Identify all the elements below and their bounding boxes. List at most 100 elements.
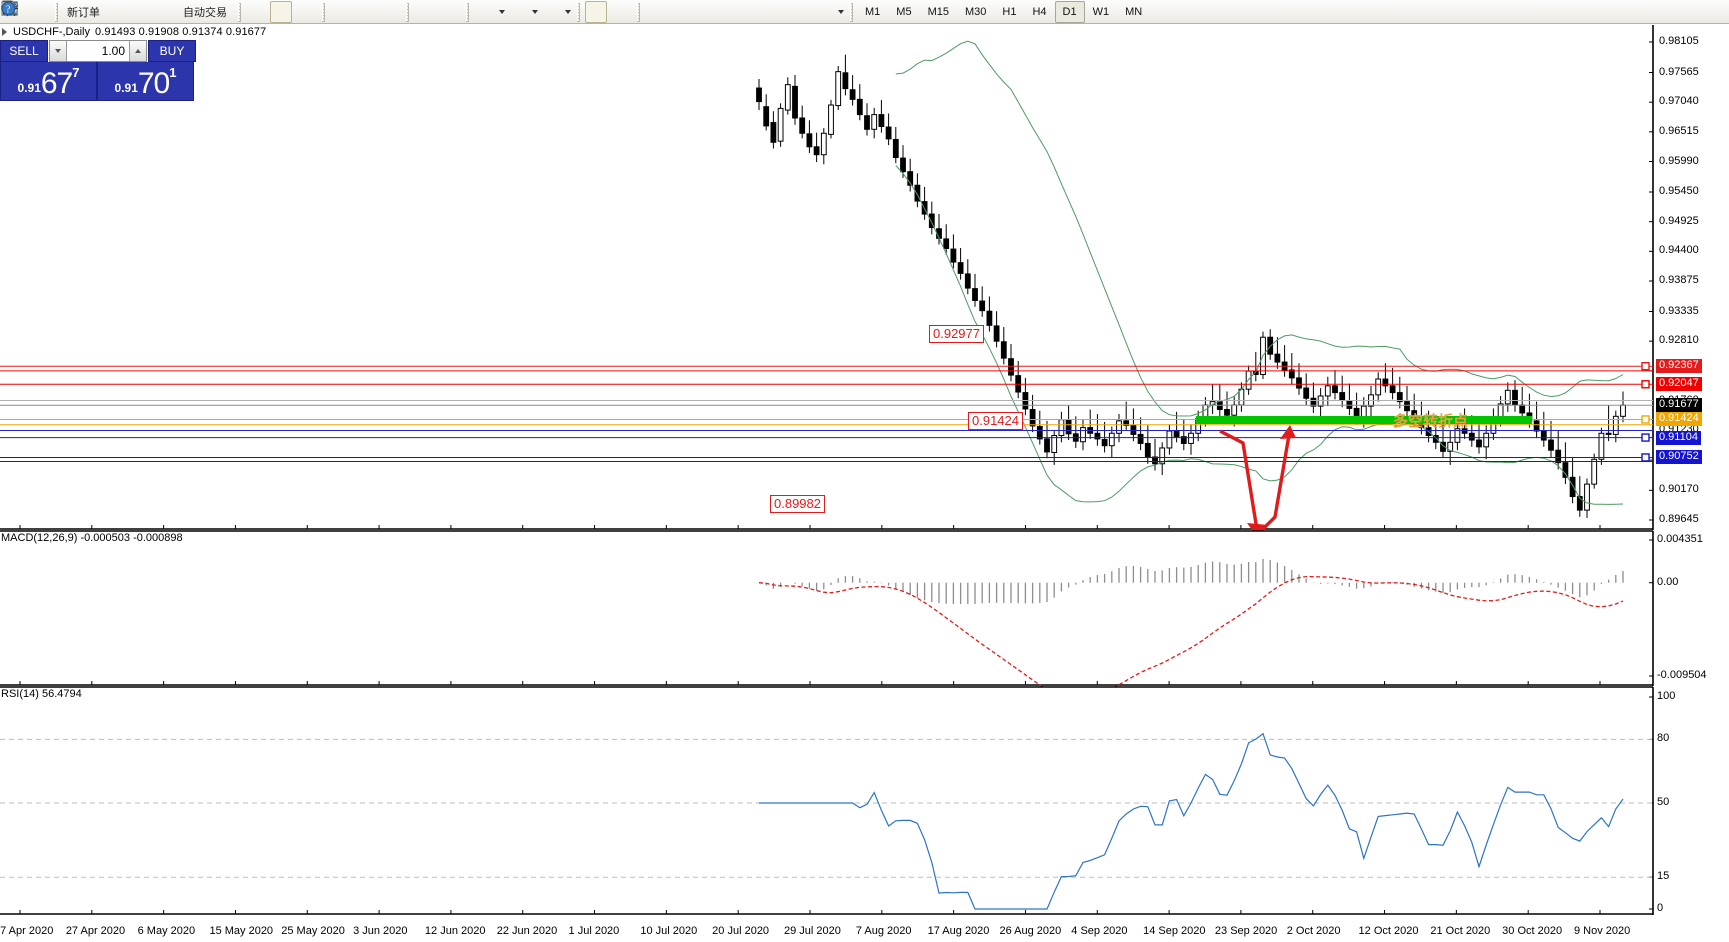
- chevron-down-icon[interactable]: [563, 1, 572, 23]
- trendline-icon[interactable]: [2, 1, 715, 23]
- one-click-top-row: SELL 1.00 BUY: [0, 40, 196, 62]
- price-axis-label: 0.94400: [1659, 244, 1699, 257]
- price-axis-label: 0.92810: [1659, 334, 1699, 347]
- sell-price-display[interactable]: 0.91 67 7: [0, 62, 97, 101]
- annotation-low-label[interactable]: 0.89982: [770, 495, 825, 513]
- new-order-button[interactable]: 新订单: [2, 0, 105, 23]
- date-axis-label: 4 Sep 2020: [1071, 925, 1128, 937]
- timeframe-m30[interactable]: M30: [964, 5, 987, 18]
- buy-button[interactable]: BUY: [148, 40, 196, 62]
- date-axis-label: 23 Sep 2020: [1214, 925, 1278, 937]
- date-axis-label: 26 Aug 2020: [999, 925, 1062, 937]
- volume-dropdown-icon[interactable]: [50, 41, 67, 61]
- price-axis-label: 0.97565: [1659, 65, 1699, 78]
- vertical-line-icon[interactable]: [6, 1, 667, 23]
- toolbar-separator: [847, 0, 855, 23]
- timeframe-h1[interactable]: H1: [1002, 5, 1017, 18]
- timeframe-d1[interactable]: D1: [1054, 0, 1085, 23]
- expert-advisors-icon[interactable]: [1, 1, 129, 23]
- price-axis-label: 0.95450: [1659, 185, 1699, 197]
- volume-stepper[interactable]: 1.00: [49, 40, 147, 62]
- rsi-pane[interactable]: [0, 686, 1729, 915]
- search-icon[interactable]: [2, 1, 1700, 23]
- rsi-indicator-label: RSI(14) 56.4794: [1, 688, 82, 700]
- autotrading-button[interactable]: 自动交易: [1, 1, 232, 23]
- indicators-icon[interactable]: [1, 1, 562, 23]
- terminal-icon[interactable]: [1, 1, 153, 23]
- help-icon[interactable]: ?: [1, 1, 1724, 23]
- date-axis-label: 20 Jul 2020: [712, 925, 770, 937]
- timeframe-m1[interactable]: M1: [865, 5, 881, 18]
- price-axis-label: 0.90170: [1659, 483, 1699, 496]
- fibonacci-retracement-icon[interactable]: F: [3, 1, 763, 23]
- price-axis-label: 0.93875: [1659, 274, 1699, 286]
- volume-increase-icon[interactable]: [129, 41, 146, 61]
- tile-windows-icon[interactable]: [1, 1, 400, 23]
- data-window-icon[interactable]: [1, 1, 49, 23]
- buy-price-display[interactable]: 0.91 70 1: [97, 62, 194, 101]
- chevron-down-icon[interactable]: [497, 1, 506, 23]
- date-axis-label: 30 Oct 2020: [1502, 925, 1563, 937]
- timeframe-w1[interactable]: W1: [1092, 5, 1110, 18]
- price-level-tag[interactable]: 0.92047: [1656, 377, 1702, 392]
- annotation-mid-label[interactable]: 0.91424: [968, 412, 1023, 430]
- shapes-icon[interactable]: [2, 1, 835, 23]
- symbol-header: USDCHF-,Daily 0.91493 0.91908 0.91374 0.…: [0, 25, 266, 38]
- rsi-axis-label: 100: [1657, 690, 1676, 702]
- macd-canvas[interactable]: [0, 530, 1729, 699]
- turning-point-annotation[interactable]: 多空转折点: [1393, 412, 1469, 431]
- price-chart-pane[interactable]: [0, 25, 1729, 537]
- bar-chart-icon[interactable]: [1, 1, 268, 23]
- text-icon[interactable]: A: [3, 1, 787, 23]
- symbol-period-label: USDCHF-,Daily: [13, 25, 90, 38]
- svg-text:F: F: [13, 12, 17, 18]
- sell-button[interactable]: SELL: [0, 40, 48, 62]
- text-label-icon[interactable]: T: [2, 1, 811, 23]
- date-axis-label: 1 Jul 2020: [568, 925, 620, 937]
- timeframe-m5[interactable]: M5: [896, 5, 912, 18]
- collapse-triangle-icon[interactable]: [2, 27, 7, 36]
- crosshair-icon[interactable]: [2, 1, 631, 23]
- chevron-down-icon[interactable]: [836, 1, 845, 23]
- rsi-axis-label: 0: [1657, 902, 1664, 914]
- zoom-out-icon[interactable]: [2, 1, 376, 23]
- auto-scroll-icon[interactable]: [1, 1, 436, 23]
- trend-arrow-drawing[interactable]: [1219, 425, 1296, 537]
- volume-value[interactable]: 1.00: [67, 41, 129, 61]
- annotation-high-label[interactable]: 0.92977: [929, 325, 984, 343]
- macd-pane[interactable]: [0, 530, 1729, 699]
- buy-price-point: 1: [169, 65, 177, 80]
- horizontal-line-icon[interactable]: [2, 1, 691, 23]
- chart-shift-icon[interactable]: [1, 1, 460, 23]
- templates-icon[interactable]: [2, 1, 496, 23]
- date-axis-label: 3 Jun 2020: [353, 925, 408, 937]
- svg-text:E: E: [13, 12, 17, 18]
- macd-axis-label: -0.009504: [1657, 669, 1707, 681]
- toolbar-separator: [52, 0, 60, 23]
- timeframe-m15[interactable]: M15: [927, 5, 949, 18]
- resistance-zone-marker[interactable]: [1196, 416, 1532, 425]
- candlestick-chart-icon[interactable]: [1, 0, 292, 23]
- rsi-canvas[interactable]: [0, 686, 1729, 915]
- price-level-tag[interactable]: 0.92367: [1656, 359, 1702, 374]
- line-chart-icon[interactable]: [1, 1, 316, 23]
- autotrading-label: 自动交易: [183, 6, 227, 19]
- timeframe-h4[interactable]: H4: [1032, 5, 1047, 18]
- price-level-tag[interactable]: 0.91424: [1656, 412, 1702, 427]
- price-chart-canvas[interactable]: [0, 25, 1729, 537]
- price-level-tag[interactable]: 0.91677: [1656, 398, 1702, 413]
- zoom-in-icon[interactable]: [2, 1, 352, 23]
- timeframe-mn[interactable]: MN: [1125, 5, 1143, 18]
- period-separators-icon[interactable]: [1, 1, 529, 23]
- price-level-tag[interactable]: 0.90752: [1656, 450, 1702, 465]
- cursor-icon[interactable]: [4, 0, 607, 23]
- price-level-tag[interactable]: 0.91104: [1656, 430, 1701, 445]
- toolbar-separator: [634, 0, 642, 23]
- price-axis-label: 0.93335: [1659, 304, 1699, 317]
- chevron-down-icon[interactable]: [530, 1, 539, 23]
- navigator-icon[interactable]: [1, 1, 177, 23]
- equidistant-channel-icon[interactable]: E: [2, 1, 739, 23]
- rsi-axis-label: 50: [1657, 796, 1670, 808]
- one-click-trading-panel: SELL 1.00 BUY 0.91 67 7 0.91 70 1: [0, 40, 196, 101]
- macd-axis-label: 0.00: [1657, 575, 1679, 588]
